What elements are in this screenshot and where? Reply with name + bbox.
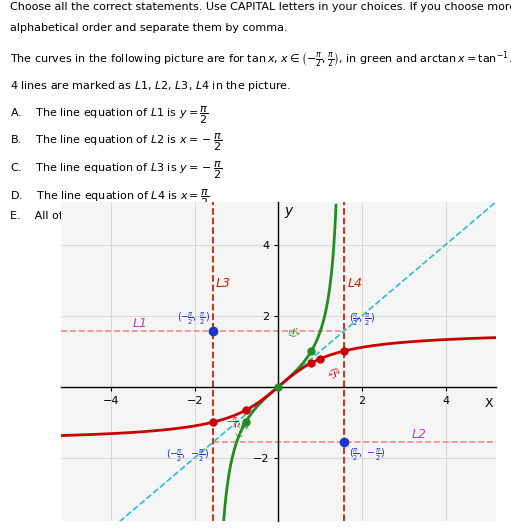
Text: $(\frac{\pi}{2},\, \frac{\pi}{2})$: $(\frac{\pi}{2},\, \frac{\pi}{2})$: [349, 311, 376, 328]
Text: $(-\!\frac{\pi}{2},\, \frac{\pi}{2})$: $(-\!\frac{\pi}{2},\, \frac{\pi}{2})$: [176, 310, 210, 327]
Text: $(-\!\frac{\pi}{2},\, -\!\frac{\pi}{2})$: $(-\!\frac{\pi}{2},\, -\!\frac{\pi}{2})$: [166, 447, 210, 464]
Text: X: X: [485, 396, 494, 410]
Text: alphabetical order and separate them by comma.: alphabetical order and separate them by …: [10, 23, 288, 34]
Text: B.    The line equation of $L2$ is $x = -\dfrac{\pi}{2}$: B. The line equation of $L2$ is $x = -\d…: [10, 132, 222, 153]
Text: $(\frac{\pi}{4},$: $(\frac{\pi}{4},$: [323, 365, 341, 381]
Text: E.    All of the above.: E. All of the above.: [10, 211, 126, 221]
Text: 4 lines are marked as $L1$, $L2$, $L3$, $L4$ in the picture.: 4 lines are marked as $L1$, $L2$, $L3$, …: [10, 79, 291, 93]
Text: L3: L3: [216, 277, 230, 290]
Text: $(\frac{\pi}{2},\, -\!\frac{\pi}{2})$: $(\frac{\pi}{2},\, -\!\frac{\pi}{2})$: [349, 446, 386, 463]
Text: L2: L2: [412, 428, 427, 440]
Text: L1: L1: [132, 317, 147, 330]
Text: C.    The line equation of $L3$ is $y = -\dfrac{\pi}{2}$: C. The line equation of $L3$ is $y = -\d…: [10, 160, 223, 181]
Text: The curves in the following picture are for $\tan x$, $x \in \left(-\frac{\pi}{2: The curves in the following picture are …: [10, 49, 511, 70]
Text: A.    The line equation of $L1$ is $y = \dfrac{\pi}{2}$: A. The line equation of $L1$ is $y = \df…: [10, 104, 208, 126]
Text: L4: L4: [347, 277, 362, 290]
Text: $(-\!\frac{\pi}{4},$: $(-\!\frac{\pi}{4},$: [234, 418, 253, 440]
Text: $-\!\frac{\pi}{4},$: $-\!\frac{\pi}{4},$: [226, 416, 241, 431]
Text: Choose all the correct statements. Use CAPITAL letters in your choices. If you c: Choose all the correct statements. Use C…: [10, 2, 511, 12]
Text: D.    The line equation of $L4$ is $x = \dfrac{\pi}{2}$: D. The line equation of $L4$ is $x = \df…: [10, 187, 210, 209]
Text: $(\frac{\pi}{4},$: $(\frac{\pi}{4},$: [288, 324, 306, 340]
Text: y: y: [285, 204, 293, 218]
